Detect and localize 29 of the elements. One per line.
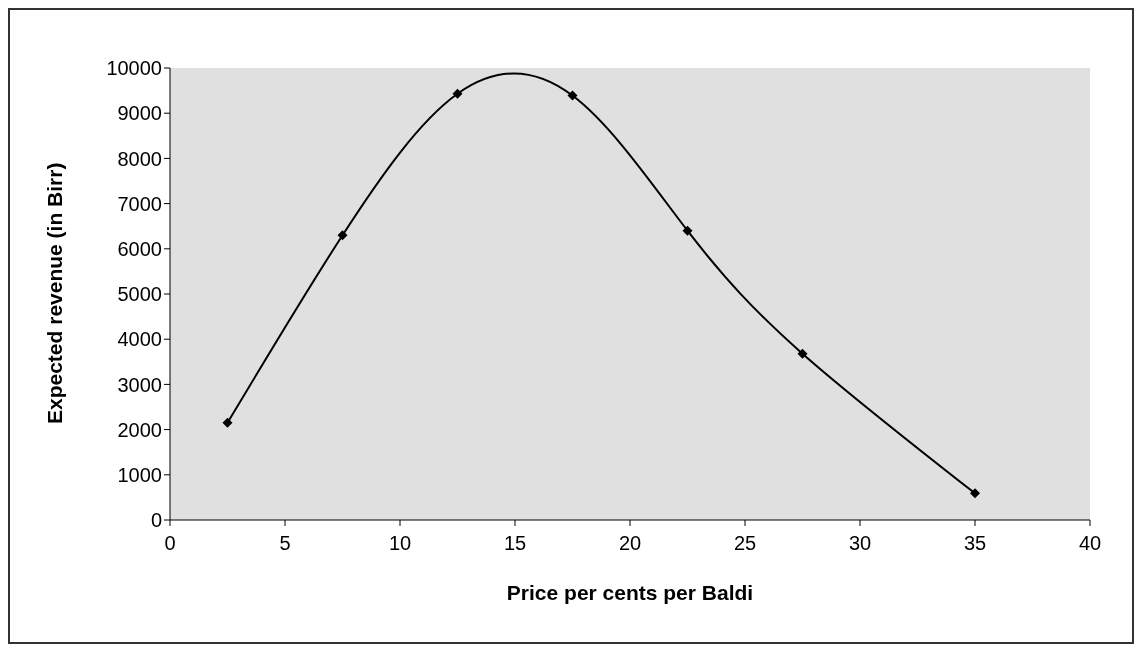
x-tick-label: 25: [733, 532, 757, 555]
point: [222, 417, 233, 428]
x-tick-label: 35: [963, 532, 987, 555]
y-tick-label: 1000: [117, 463, 162, 486]
point: [567, 90, 578, 101]
y-tick-label: 9000: [117, 102, 162, 125]
x-tick-label: 15: [503, 532, 527, 555]
x-tick-label: 30: [848, 532, 872, 555]
x-tick-label: 0: [164, 532, 176, 555]
y-tick-label: 0: [150, 509, 162, 532]
point: [797, 348, 808, 359]
y-tick-label: 4000: [117, 328, 162, 351]
point: [452, 88, 463, 99]
x-tick-label: 20: [618, 532, 642, 555]
y-tick-label: 10000: [106, 57, 162, 80]
point: [970, 488, 980, 499]
x-axis-title: Price per cents per Baldi: [506, 581, 754, 604]
y-tick-label: 8000: [117, 147, 162, 170]
point: [337, 230, 348, 241]
y-axis-title: Expected revenue (in Birr): [43, 162, 67, 424]
y-tick-label: 3000: [117, 373, 162, 396]
y-tick-label: 7000: [117, 192, 162, 215]
y-tick-label: 2000: [117, 418, 162, 441]
y-tick-label: 5000: [117, 283, 162, 306]
x-tick-label: 5: [279, 532, 291, 555]
y-tick-label: 6000: [117, 237, 162, 260]
x-tick-label: 10: [388, 532, 412, 555]
x-tick-label: 40: [1078, 532, 1102, 555]
point: [682, 225, 693, 236]
